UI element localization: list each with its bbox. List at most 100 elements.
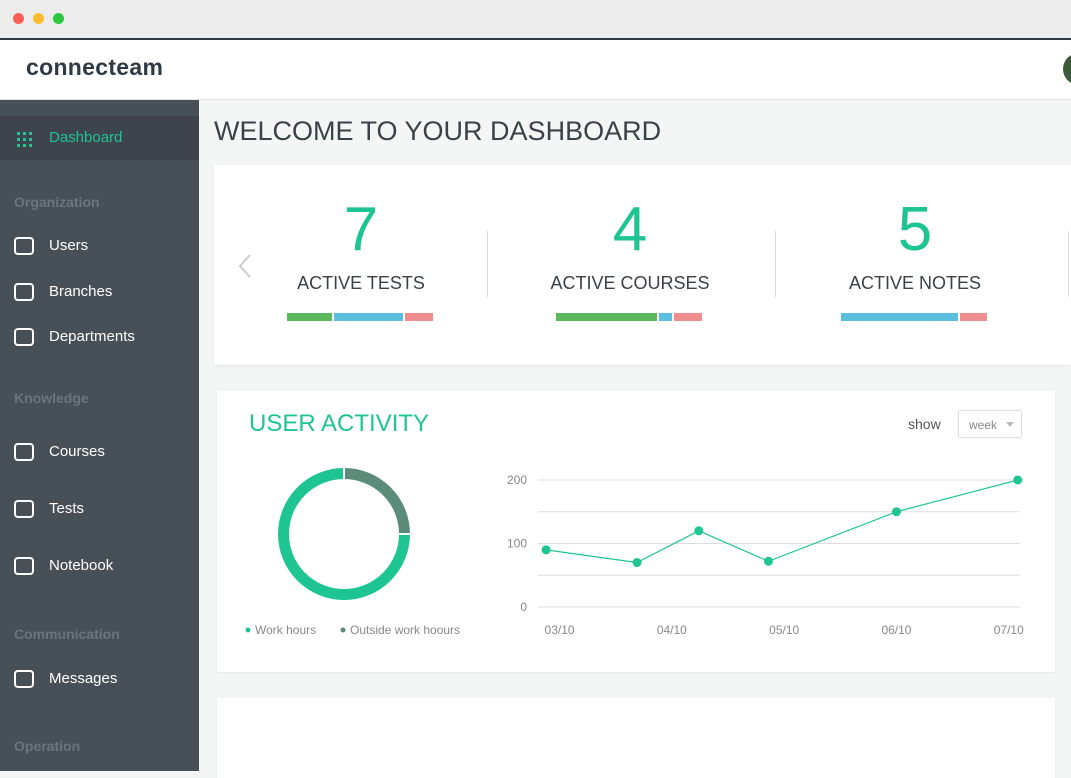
- line-point: [632, 558, 642, 568]
- icon-shape: [14, 328, 34, 346]
- logo[interactable]: connecteam: [26, 54, 164, 80]
- nav-item[interactable]: Departments: [0, 315, 199, 359]
- x-tick-label: 03/10: [545, 623, 575, 637]
- nav-icon: [14, 557, 34, 575]
- charts: Work hours Outside work hoours 0 100 200 03/1…: [245, 465, 1024, 637]
- minimize-dot[interactable]: [33, 13, 44, 24]
- stat-bar-segment: [841, 313, 958, 321]
- avatar[interactable]: [1063, 53, 1071, 85]
- nav-label: Departments: [49, 328, 135, 345]
- nav-item[interactable]: Tests: [0, 487, 199, 531]
- nav-label: Dashboard: [49, 129, 123, 146]
- x-tick-label: 07/10: [994, 623, 1024, 637]
- maximize-dot[interactable]: [53, 13, 64, 24]
- donut-slice: [343, 465, 413, 535]
- nav-item[interactable]: Dashboard: [0, 116, 199, 160]
- section-label: Organization: [14, 194, 100, 210]
- divider: [487, 231, 488, 297]
- icon-dot: [23, 138, 26, 141]
- y-tick-label: 100: [507, 537, 527, 551]
- nav-item[interactable]: Courses: [0, 430, 199, 474]
- period-value: week: [969, 418, 998, 432]
- nav-icon: [14, 283, 34, 301]
- divider: [775, 231, 776, 297]
- x-tick-label: 05/10: [769, 623, 799, 637]
- close-dot[interactable]: [13, 13, 24, 24]
- icon-shape: [14, 443, 34, 461]
- caret: [1006, 422, 1014, 427]
- section-label: Communication: [14, 626, 120, 642]
- icon-shape: [14, 237, 34, 255]
- line-point: [891, 507, 901, 517]
- line-point: [541, 545, 551, 555]
- legend-label: Outside work hoours: [350, 623, 460, 637]
- donut-slice: [276, 465, 413, 602]
- stat-bar-segment: [959, 313, 987, 321]
- stat-value: 7: [343, 195, 379, 264]
- browser-bar: [0, 0, 1071, 40]
- stat-label: ACTIVE COURSES: [550, 273, 710, 293]
- nav-label: Users: [49, 237, 89, 254]
- stat-label: ACTIVE NOTES: [848, 273, 982, 293]
- next-card: [217, 698, 1055, 778]
- nav-item[interactable]: Messages: [0, 657, 199, 701]
- nav-label: Notebook: [49, 557, 114, 574]
- stat-bar-segment: [674, 313, 702, 321]
- nav-icon: [14, 500, 34, 518]
- nav-icon: [17, 132, 32, 147]
- line-point: [1013, 475, 1023, 485]
- y-tick-label: 200: [507, 473, 527, 487]
- section-label: Operation: [14, 738, 81, 754]
- stat-label: ACTIVE TESTS: [297, 273, 425, 293]
- icon-dot: [17, 144, 20, 147]
- icon-shape: [14, 283, 34, 301]
- section-title: USER ACTIVITY: [249, 410, 430, 437]
- icon-dot: [29, 138, 32, 141]
- stat-bar-segment: [405, 313, 433, 321]
- prev-arrow[interactable]: [236, 253, 256, 279]
- icon-shape: [14, 500, 34, 518]
- sidebar: Dashboard Organization Users Branches Depart…: [0, 100, 199, 771]
- stat-value: 5: [897, 195, 933, 264]
- divider: [1068, 231, 1069, 297]
- header: connecteam: [0, 40, 1071, 100]
- show-label: show: [908, 416, 941, 432]
- page-title: WELCOME TO YOUR DASHBOARD: [214, 116, 662, 146]
- nav-item[interactable]: Branches: [0, 270, 199, 314]
- nav-label: Messages: [49, 670, 118, 687]
- stat-bar-segment: [287, 313, 333, 321]
- nav-icon: [14, 670, 34, 688]
- legend-label: Work hours: [255, 623, 316, 637]
- stat-bar-segment: [658, 313, 673, 321]
- icon-dot: [29, 132, 32, 135]
- line-series: [545, 479, 1018, 564]
- line-point: [694, 526, 704, 536]
- nav-icon: [14, 443, 34, 461]
- activity-card: Work hours Outside work hoours 0 100 200 03/1…: [217, 391, 1055, 672]
- stat-value: 4: [612, 195, 648, 264]
- nav-icon: [14, 328, 34, 346]
- y-tick-label: 0: [520, 600, 527, 614]
- period-select[interactable]: week: [958, 410, 1022, 438]
- icon-dot: [23, 132, 26, 135]
- nav-label: Branches: [49, 283, 113, 300]
- icon-shape: [14, 670, 34, 688]
- section-label: Knowledge: [14, 390, 89, 406]
- icon-dot: [17, 132, 20, 135]
- icon-dot: [23, 144, 26, 147]
- nav-item[interactable]: Notebook: [0, 544, 199, 588]
- nav-item[interactable]: Users: [0, 224, 199, 268]
- stats-card: [214, 165, 1071, 365]
- x-tick-label: 06/10: [881, 623, 911, 637]
- icon-dot: [17, 138, 20, 141]
- stat-bar-segment: [556, 313, 657, 321]
- stat-bar-segment: [334, 313, 404, 321]
- legend-dot: [245, 627, 251, 633]
- icon-shape: [14, 557, 34, 575]
- x-tick-label: 04/10: [657, 623, 687, 637]
- legend-dot: [340, 627, 346, 633]
- icon-dot: [29, 144, 32, 147]
- nav-icon: [14, 237, 34, 255]
- nav-label: Tests: [49, 500, 85, 517]
